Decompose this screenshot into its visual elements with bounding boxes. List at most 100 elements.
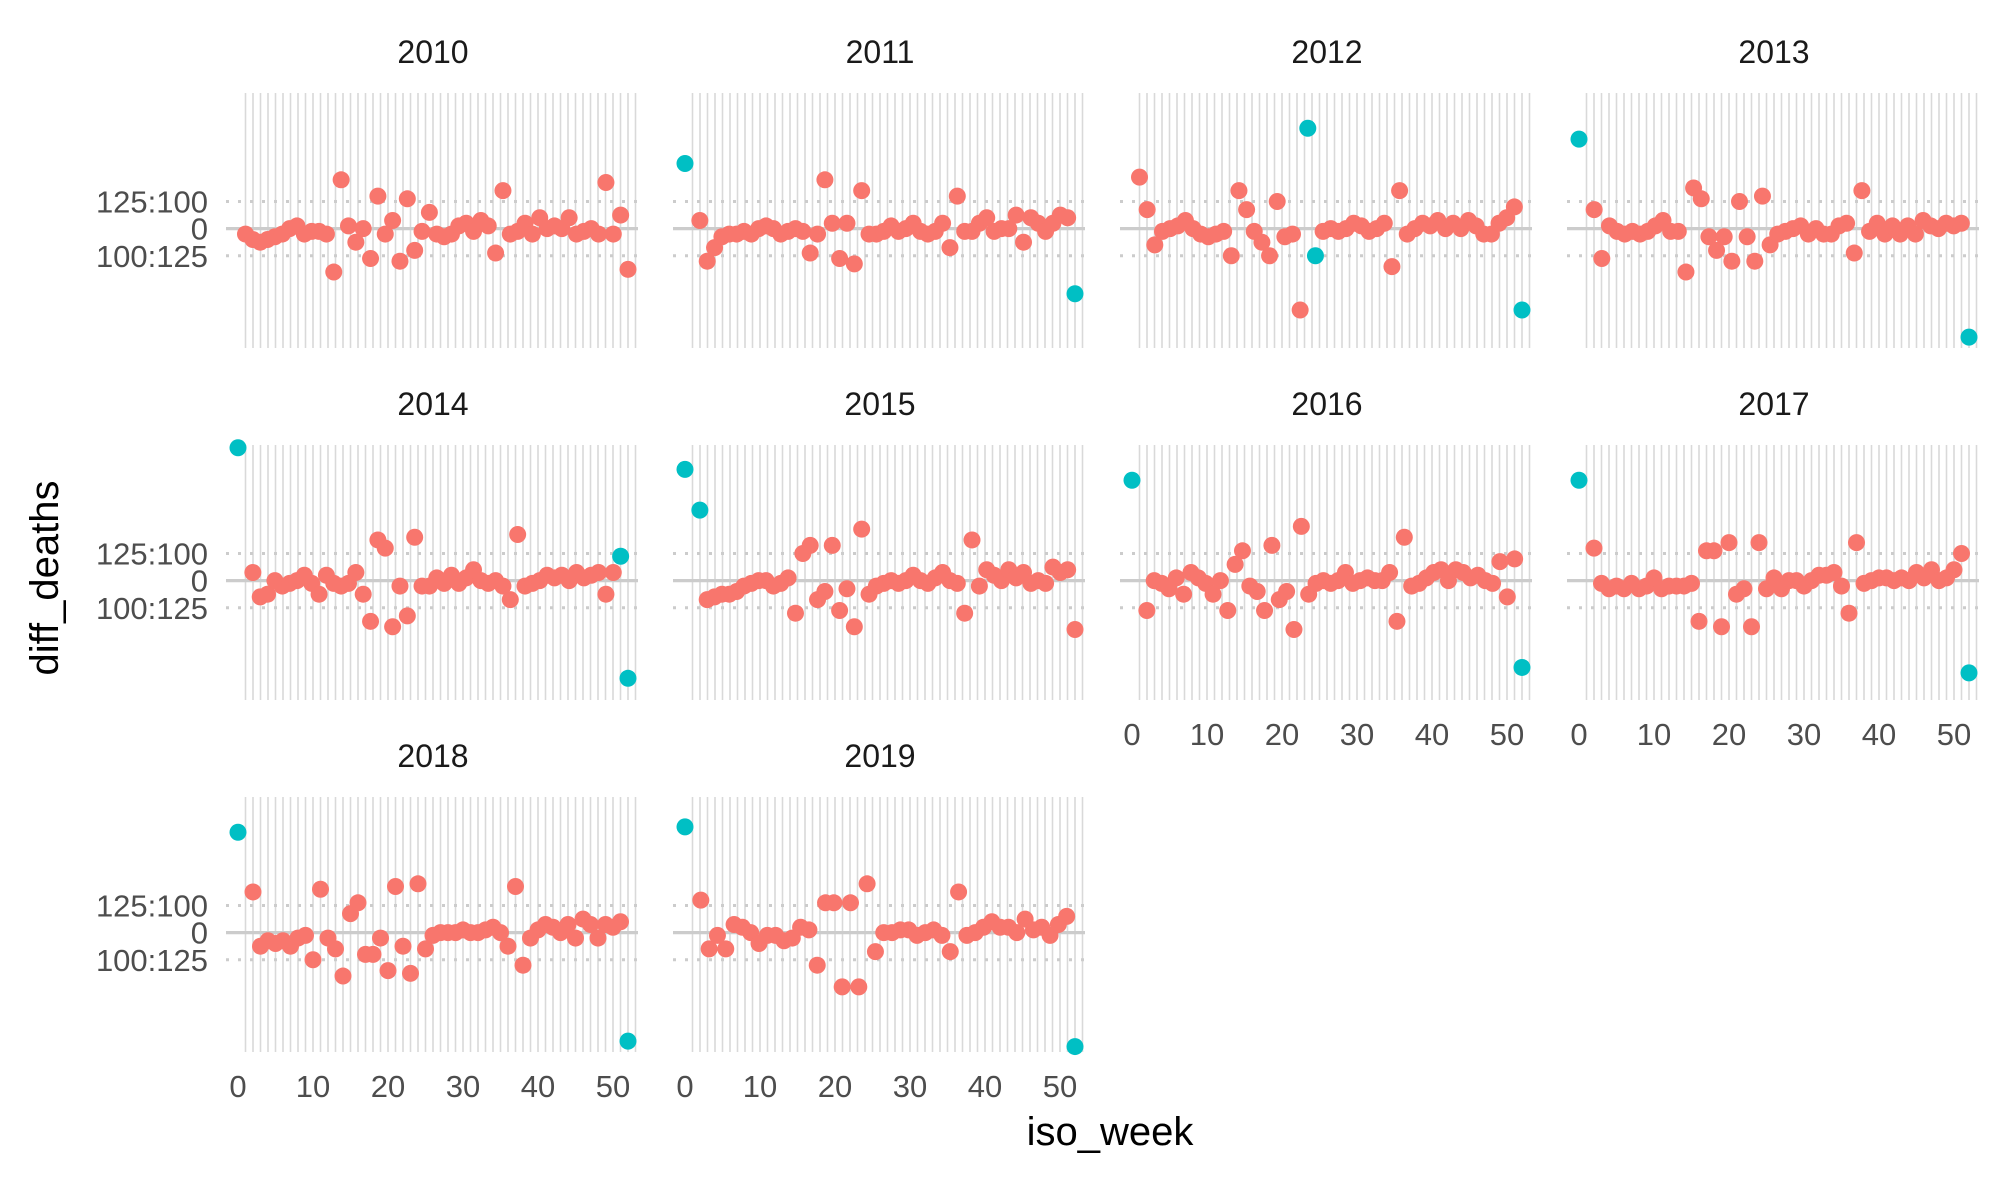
data-point [823,536,841,554]
data-point [841,894,859,912]
data-point [1253,233,1271,251]
data-point [612,913,629,931]
data-point [394,937,412,955]
data-point [354,585,372,603]
outlier-point [1513,301,1531,319]
facet-panel-2012: 2012 [1120,34,1532,348]
data-point [801,536,819,554]
data-point [1491,553,1509,571]
data-point [1669,222,1687,240]
data-point [354,220,372,238]
data-point [362,612,380,630]
data-point [604,564,622,581]
data-point [1690,612,1708,630]
data-point [347,564,365,581]
outlier-point [676,155,694,173]
data-point [717,940,735,958]
data-point [1593,249,1611,267]
data-point [1268,193,1286,211]
data-point [1261,247,1279,265]
data-point [816,582,834,600]
data-point [398,607,416,625]
data-point [1720,534,1738,552]
data-point [800,921,818,939]
data-point [853,520,871,538]
data-point [1058,907,1076,925]
data-point [582,916,599,933]
data-point [1945,561,1963,579]
data-point [372,929,389,947]
data-point [590,564,608,581]
data-point [379,962,397,980]
x-tick-label: 10 [1637,717,1671,752]
data-point [833,978,851,996]
facet-panel-2013: 2013 [1567,34,1979,348]
data-point [1723,252,1741,270]
data-point [387,878,404,896]
data-point [559,916,577,933]
facet-panel-2019: 2019 0 10 20 30 40 50 [673,738,1085,1104]
data-point [950,883,968,901]
data-point [413,222,431,240]
data-point [1498,588,1516,606]
x-tick-label: 10 [743,1069,777,1104]
facet-strip-label: 2010 [397,34,468,70]
x-tick-label: 0 [1570,717,1587,752]
data-point [1167,569,1185,587]
data-point [941,943,959,961]
data-point [963,531,981,549]
data-point [391,577,409,595]
facet-strip-label: 2019 [844,738,915,774]
data-point [327,940,344,958]
x-tick-label: 20 [1265,717,1299,752]
x-tick-label: 10 [1190,717,1224,752]
data-point [845,255,863,273]
facet-strip-label: 2012 [1291,34,1362,70]
data-point [1708,241,1726,259]
data-point [499,937,517,955]
data-point [858,875,876,893]
data-point [1146,236,1164,254]
data-point [604,225,622,243]
data-point [850,978,868,996]
data-point [1285,620,1303,638]
data-point [698,252,716,270]
data-point [1906,225,1924,243]
data-point [1743,618,1760,636]
y-tick-label: 125:100 [96,537,208,572]
data-point [362,249,380,267]
data-point [349,894,367,912]
x-tick-label: 40 [521,1069,555,1104]
data-point [1705,542,1723,560]
data-point [1292,517,1310,535]
data-point [1484,574,1502,592]
data-point [1825,564,1843,581]
outlier-point [1570,471,1588,489]
data-point [970,577,988,595]
facet-panel-2015: 2015 [673,386,1085,700]
data-point [325,263,343,281]
data-point [384,212,402,229]
x-tick-label: 0 [229,1069,246,1104]
data-point [831,249,849,267]
data-point [347,233,365,251]
data-point [487,244,505,262]
outlier-point [1960,664,1978,682]
x-tick-label: 0 [676,1069,693,1104]
data-point [948,574,966,592]
data-point [809,225,827,243]
data-point [509,526,527,544]
data-point [1838,214,1856,232]
data-point [1395,528,1413,546]
data-point [808,956,826,974]
data-point [590,225,608,243]
data-point [501,591,519,609]
data-point [1059,561,1077,579]
data-point [244,883,262,901]
y-tick-label: 100:125 [96,591,208,626]
data-point [479,217,497,235]
data-point [1284,225,1301,243]
facet-panel-2011: 2011 [673,34,1085,348]
